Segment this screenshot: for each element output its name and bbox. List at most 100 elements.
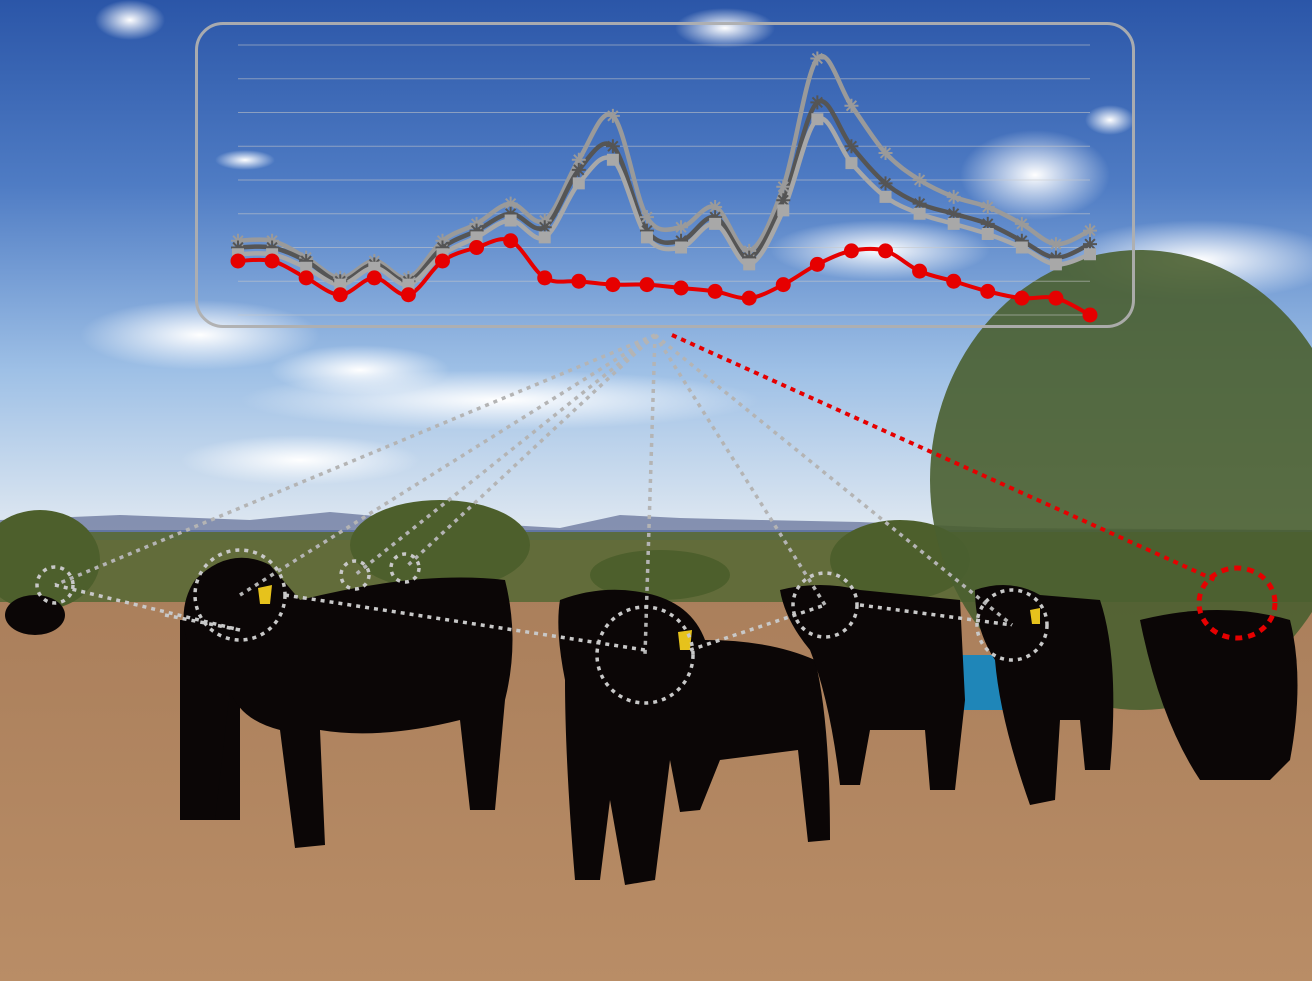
data-point [1014, 290, 1030, 306]
data-point [912, 263, 928, 279]
data-point [639, 210, 654, 225]
data-point [845, 157, 858, 170]
data-point [980, 283, 996, 299]
data-point [537, 270, 553, 286]
data-point [571, 162, 586, 177]
data-point [368, 261, 381, 274]
shrubs [0, 500, 970, 610]
data-point [775, 277, 791, 293]
data-point [334, 278, 347, 291]
data-point [1048, 237, 1063, 252]
data-point [606, 153, 619, 166]
animal-highlight-ring [389, 552, 421, 584]
series-line [237, 98, 1091, 284]
data-point [878, 176, 893, 191]
data-point [776, 179, 791, 194]
data-point [402, 278, 415, 291]
data-point [946, 206, 961, 221]
data-point [810, 95, 825, 110]
data-point [708, 200, 723, 214]
animal-highlight-ring [35, 565, 75, 605]
data-point [503, 233, 519, 249]
data-point [743, 258, 756, 271]
data-point [1083, 223, 1097, 238]
leader-line [689, 603, 826, 652]
data-point [300, 261, 313, 274]
data-point [878, 146, 893, 160]
leader-line [239, 333, 656, 597]
data-point [776, 193, 791, 208]
data-point [1048, 290, 1064, 306]
leader-line [653, 334, 827, 606]
data-point [572, 177, 585, 190]
data-point [878, 243, 894, 259]
data-point [981, 228, 994, 240]
data-point [777, 204, 790, 217]
gridlines [238, 44, 1090, 316]
data-point [571, 273, 587, 289]
data-point [366, 270, 382, 286]
series-lines [237, 53, 1091, 317]
data-point [470, 231, 483, 244]
data-point [332, 287, 348, 303]
series-line [237, 53, 1091, 281]
data-point [810, 51, 825, 66]
data-point [1082, 307, 1098, 323]
data-point [879, 190, 892, 203]
leader-line [403, 333, 657, 570]
data-point [913, 207, 926, 220]
data-point [400, 287, 416, 303]
leader-lines [35, 333, 1278, 705]
data-point [537, 220, 552, 235]
data-point [264, 253, 280, 269]
data-point [811, 113, 824, 126]
animal-highlight-ring [791, 571, 859, 639]
data-point [469, 240, 485, 255]
data-point [639, 277, 655, 293]
data-point [1014, 216, 1029, 231]
animal-highlight-ring [595, 605, 695, 705]
data-point [946, 189, 961, 204]
leader-line [164, 613, 241, 632]
data-point [844, 139, 859, 154]
data-point [605, 139, 620, 154]
data-point [1015, 241, 1028, 254]
data-point [1084, 248, 1096, 261]
data-point [673, 280, 689, 296]
data-point [844, 98, 859, 113]
data-point [709, 217, 722, 230]
red-highlight-ring [1196, 565, 1278, 641]
animal-highlight-ring [339, 559, 371, 591]
data-point [640, 231, 653, 244]
animal-highlight-ring [975, 588, 1049, 662]
data-point [674, 220, 689, 235]
series-line [237, 116, 1091, 287]
data-point [538, 231, 551, 244]
data-point [1049, 258, 1062, 271]
data-point [605, 108, 620, 123]
series-markers [230, 51, 1098, 323]
data-point [946, 273, 962, 289]
data-point [912, 173, 927, 187]
leader-line [54, 333, 656, 587]
cattle-herd [5, 557, 1298, 885]
red-leader-line [671, 333, 1216, 582]
chart-frame [195, 22, 1135, 328]
data-point [980, 200, 995, 214]
data-point [809, 256, 825, 272]
leader-line [353, 333, 657, 577]
leader-line [284, 593, 646, 652]
leader-line [859, 603, 1013, 627]
leader-line [653, 333, 1014, 627]
data-point [741, 290, 757, 306]
data-point [230, 253, 246, 269]
data-point [675, 241, 688, 254]
data-point [707, 283, 723, 299]
data-point [605, 277, 621, 293]
data-point [947, 217, 960, 230]
data-point [843, 243, 859, 259]
data-point [504, 214, 517, 227]
data-point [434, 253, 450, 269]
